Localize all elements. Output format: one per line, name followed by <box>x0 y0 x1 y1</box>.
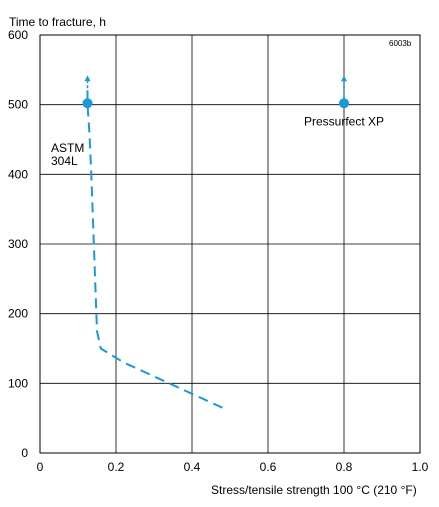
runout-arrow-head <box>84 75 91 82</box>
tick-labels: 0 0.2 0.4 0.6 0.8 1.0 0 100 200 300 400 500 600 <box>8 28 429 474</box>
grid-lines <box>39 34 421 454</box>
x-tick-label: 0.8 <box>336 460 353 474</box>
x-tick-label: 0.4 <box>184 460 201 474</box>
y-tick-label: 500 <box>8 98 28 112</box>
x-axis-title: Stress/tensile strength 100 °C (210 °F) <box>211 483 417 497</box>
series-label-astm-304l: ASTM 304L <box>51 141 84 168</box>
series-line-astm-304l <box>86 87 223 409</box>
x-tick-label: 0.2 <box>108 460 125 474</box>
figure-code: 6003b <box>389 39 412 48</box>
data-point-astm-304l <box>82 98 93 109</box>
y-tick-label: 0 <box>21 446 28 460</box>
y-tick-label: 600 <box>8 28 28 42</box>
x-tick-label: 1.0 <box>412 460 429 474</box>
y-tick-label: 100 <box>8 376 28 390</box>
runout-arrow-head <box>341 75 347 82</box>
x-tick-label: 0 <box>37 460 44 474</box>
series-label-pressurfect-xp: Pressurfect XP <box>304 114 384 128</box>
y-axis-title: Time to fracture, h <box>9 15 106 29</box>
x-tick-label: 0.6 <box>260 460 277 474</box>
y-tick-label: 300 <box>8 237 28 251</box>
chart-series: ASTM 304L Pressurfect XP <box>51 75 384 409</box>
y-tick-label: 200 <box>8 307 28 321</box>
data-point-pressurfect-xp <box>339 98 349 109</box>
y-tick-label: 400 <box>8 167 28 181</box>
